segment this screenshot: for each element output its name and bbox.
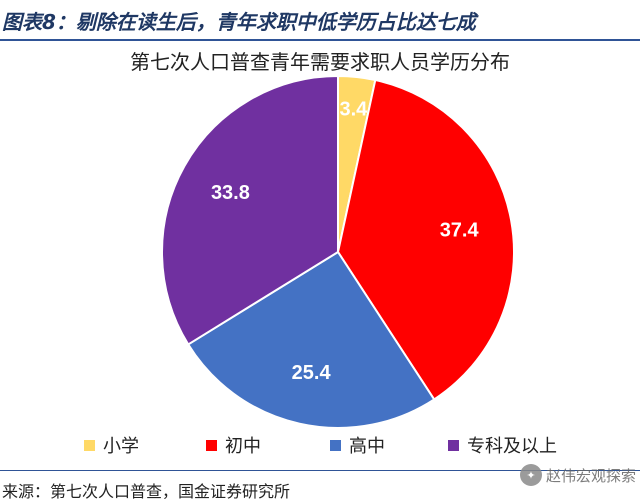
legend-swatch-1 xyxy=(206,439,217,451)
legend-swatch-3 xyxy=(448,439,459,451)
source-note: 来源：第七次人口普查，国金证券研究所 xyxy=(2,482,291,501)
chart-title: 第七次人口普查青年需要求职人员学历分布 xyxy=(130,50,510,74)
figure-header: 图表8：剔除在读生后，青年求职中低学历占比达七成 xyxy=(0,0,640,41)
slice-value-label-0: 3.4 xyxy=(339,99,368,121)
legend-label-2: 高中 xyxy=(349,436,385,457)
legend: 小学 初中 高中 专科及以上 xyxy=(0,432,640,458)
slice-value-label-2: 25.4 xyxy=(292,362,332,384)
legend-label-3: 专科及以上 xyxy=(467,436,557,457)
slice-value-label-3: 33.8 xyxy=(211,182,250,204)
watermark: ✦ 赵伟宏观探索 xyxy=(519,464,636,486)
watermark-text: 赵伟宏观探索 xyxy=(545,466,636,485)
legend-item-3: 专科及以上 xyxy=(448,432,557,458)
slice-value-label-1: 37.4 xyxy=(440,220,480,242)
legend-swatch-0 xyxy=(84,439,95,451)
legend-label-0: 小学 xyxy=(103,436,139,457)
legend-label-1: 初中 xyxy=(225,436,261,457)
figure-title: 图表8：剔除在读生后，青年求职中低学历占比达七成 xyxy=(2,10,476,34)
legend-item-1: 初中 xyxy=(206,432,261,458)
footer-divider xyxy=(0,470,640,471)
legend-item-0: 小学 xyxy=(84,432,139,458)
legend-item-2: 高中 xyxy=(330,432,385,458)
legend-swatch-2 xyxy=(330,439,341,451)
pie-slice-2 xyxy=(186,250,436,429)
wechat-icon: ✦ xyxy=(519,464,542,486)
pie-slice-1 xyxy=(336,78,515,401)
header-divider xyxy=(0,39,640,41)
pie-slice-3 xyxy=(161,74,339,346)
